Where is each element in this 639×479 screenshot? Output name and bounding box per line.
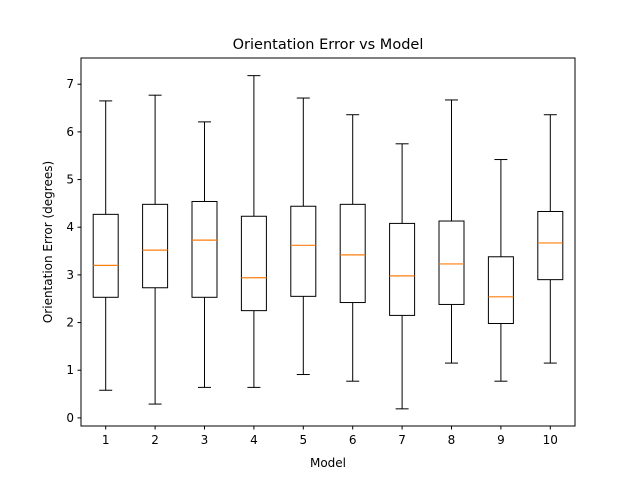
x-tick-label: 3 bbox=[201, 433, 209, 447]
box-7 bbox=[389, 143, 416, 410]
y-tick-label: 4 bbox=[66, 220, 74, 234]
x-tick-label: 1 bbox=[102, 433, 110, 447]
x-tick-label: 5 bbox=[299, 433, 307, 447]
y-tick-label: 2 bbox=[66, 316, 74, 330]
chart-title: Orientation Error vs Model bbox=[233, 37, 424, 53]
y-tick-label: 5 bbox=[66, 173, 74, 187]
iqr-box bbox=[290, 205, 317, 297]
box-3 bbox=[191, 121, 218, 388]
box-4 bbox=[240, 75, 267, 388]
iqr-box bbox=[438, 220, 465, 305]
box-5 bbox=[290, 97, 317, 376]
x-axis-label: Model bbox=[310, 456, 346, 470]
iqr-box bbox=[191, 200, 218, 298]
iqr-box bbox=[92, 213, 119, 298]
x-tick-label: 8 bbox=[448, 433, 456, 447]
box-8 bbox=[438, 99, 465, 364]
box-2 bbox=[142, 94, 169, 405]
y-tick-label: 0 bbox=[66, 411, 74, 425]
y-axis-ticks: 0 1 2 3 4 5 6 7 bbox=[66, 77, 81, 425]
x-tick-label: 7 bbox=[398, 433, 406, 447]
x-tick-label: 6 bbox=[349, 433, 357, 447]
iqr-box bbox=[487, 256, 514, 325]
x-tick-label: 2 bbox=[151, 433, 159, 447]
x-tick-label: 4 bbox=[250, 433, 258, 447]
iqr-box bbox=[537, 210, 564, 281]
y-tick-label: 7 bbox=[66, 77, 74, 91]
x-axis-ticks: 1 2 3 4 5 6 7 8 9 10 bbox=[102, 426, 558, 447]
box-series bbox=[92, 75, 564, 410]
box-9 bbox=[487, 159, 514, 382]
x-tick-label: 9 bbox=[497, 433, 505, 447]
iqr-box bbox=[389, 222, 416, 316]
iqr-box bbox=[339, 203, 366, 304]
y-tick-label: 3 bbox=[66, 268, 74, 282]
plot-area-frame bbox=[80, 57, 576, 427]
x-tick-label: 10 bbox=[543, 433, 558, 447]
box-10 bbox=[537, 114, 564, 364]
iqr-box bbox=[142, 203, 169, 289]
y-tick-label: 6 bbox=[66, 125, 74, 139]
box-6 bbox=[339, 114, 366, 382]
box-1 bbox=[92, 100, 119, 391]
iqr-box bbox=[240, 215, 267, 312]
y-axis-label: Orientation Error (degrees) bbox=[41, 161, 55, 323]
y-tick-label: 1 bbox=[66, 363, 74, 377]
